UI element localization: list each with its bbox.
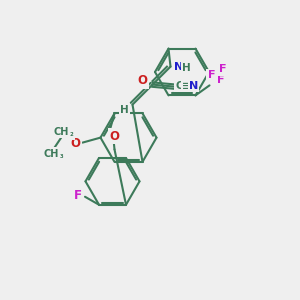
Text: F: F [217,75,224,85]
Text: C: C [176,81,183,91]
Text: O: O [137,74,148,87]
Text: ₂: ₂ [70,129,74,138]
Text: O: O [110,130,119,143]
Text: N: N [189,81,198,91]
Text: ₃: ₃ [60,151,63,160]
Text: F: F [219,64,226,74]
Text: N: N [174,61,183,72]
Text: F: F [74,189,82,202]
Text: O: O [70,137,80,150]
Text: CH: CH [54,127,69,136]
Text: H: H [120,105,129,115]
Text: H: H [182,63,191,73]
Text: F: F [208,70,215,80]
Text: CH: CH [44,148,59,159]
Text: ≡: ≡ [182,81,190,91]
